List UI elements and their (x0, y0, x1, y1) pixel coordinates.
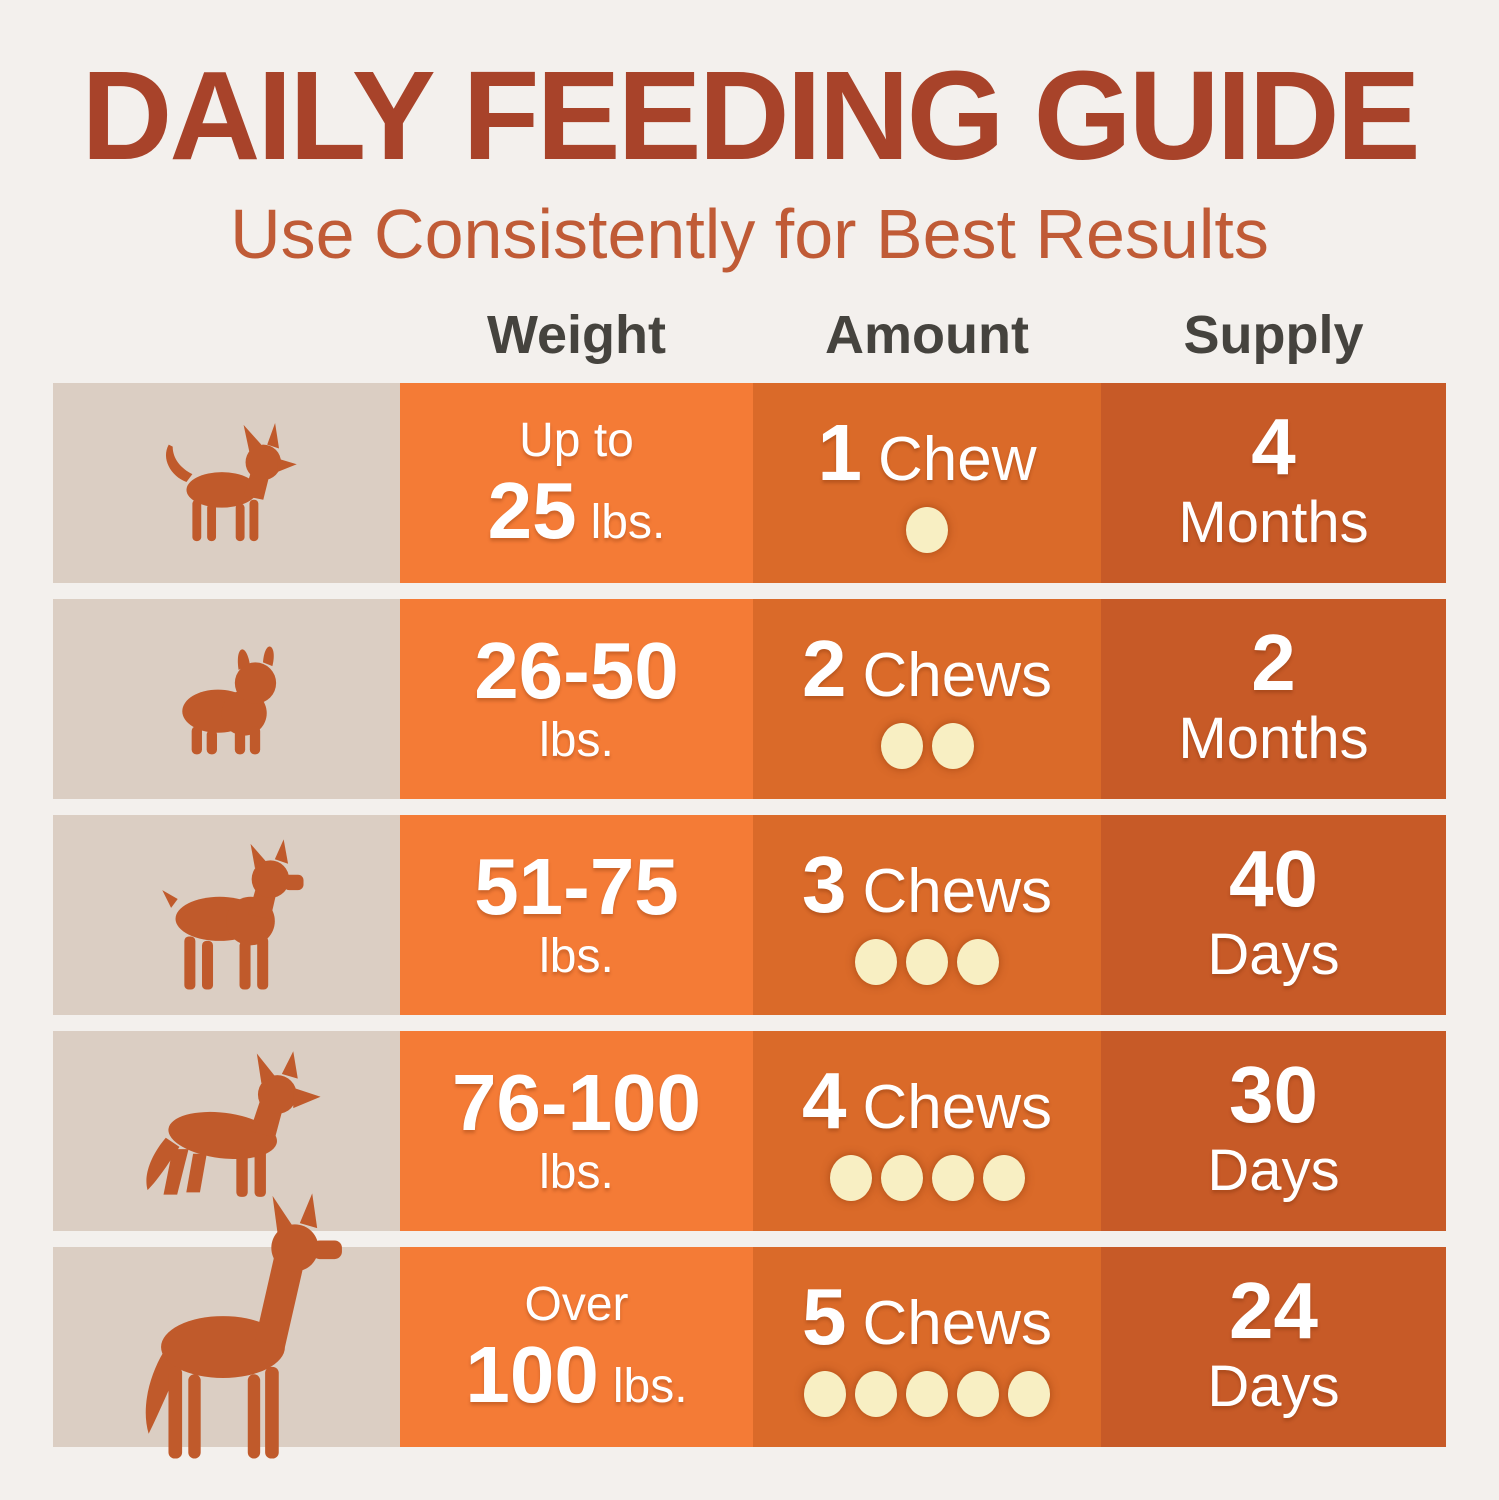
supply-value: 4 (1251, 401, 1296, 491)
table-row: 76-100 lbs. 4 Chews 30 Days (53, 1031, 1446, 1231)
boxer-icon (162, 839, 304, 990)
chew-dots (855, 939, 999, 985)
page-title: DAILY FEEDING GUIDE (81, 45, 1420, 186)
chew-dot (1008, 1371, 1050, 1417)
chihuahua-icon (165, 422, 297, 542)
chew-dot (855, 1371, 897, 1417)
supply-unit: Days (1207, 1137, 1340, 1203)
weight-cell: Up to 25 lbs. (400, 383, 753, 583)
weight-value: 51-75 (474, 842, 679, 932)
chew-count: 2 (801, 624, 847, 713)
supply-cell: 4 Months (1101, 383, 1446, 583)
table-row: Over 100 lbs. 5 Chews 24 Days (53, 1193, 1446, 1459)
feeding-table: Up to 25 lbs. 1 Chew 4 Months (53, 383, 1446, 1459)
table-header: Weight Amount Supply (53, 305, 1446, 365)
chew-dot (931, 723, 974, 769)
supply-value: 30 (1229, 1049, 1318, 1139)
chew-count: 3 (801, 840, 847, 929)
french-bulldog-icon (182, 646, 277, 755)
chew-unit: Chews (862, 857, 1052, 926)
chew-dot (957, 1371, 999, 1417)
table-row: 51-75 lbs. 3 Chews 40 Days (53, 815, 1446, 1015)
header-spacer (53, 305, 400, 365)
chew-dot (906, 507, 948, 553)
dog-cell (53, 1193, 400, 1459)
chew-dot (931, 1155, 974, 1201)
dog-cell (53, 383, 400, 583)
weight-cell: 76-100 lbs. (400, 1031, 753, 1231)
dog-cell (53, 815, 400, 1015)
weight-unit: lbs. (539, 1146, 614, 1200)
weight-prefix: Over (524, 1278, 629, 1332)
dog-cell (53, 1031, 400, 1231)
chew-dot (906, 939, 948, 985)
amount-cell: 5 Chews (753, 1247, 1101, 1447)
amount-cell: 3 Chews (753, 815, 1101, 1015)
weight-cell: Over 100 lbs. (400, 1247, 753, 1447)
supply-value: 2 (1251, 617, 1296, 707)
supply-unit: Months (1178, 705, 1369, 771)
supply-unit: Days (1207, 1353, 1340, 1419)
chew-dot (829, 1155, 872, 1201)
chew-dot (906, 1371, 948, 1417)
chew-dot (982, 1155, 1025, 1201)
column-header-amount: Amount (825, 305, 1029, 365)
dog-cell (53, 599, 400, 799)
column-header-weight: Weight (487, 305, 666, 365)
supply-value: 24 (1229, 1265, 1318, 1355)
chew-unit: Chew (877, 425, 1037, 494)
weight-unit: lbs. (539, 930, 614, 984)
weight-value: 25 (487, 465, 577, 555)
weight-unit: lbs. (612, 1359, 688, 1413)
column-header-supply: Supply (1183, 305, 1364, 365)
weight-value: 26-50 (474, 626, 679, 716)
amount-cell: 1 Chew (753, 383, 1101, 583)
supply-value: 40 (1229, 833, 1318, 923)
supply-unit: Months (1178, 489, 1369, 555)
supply-cell: 2 Months (1101, 599, 1446, 799)
chew-dot (957, 939, 999, 985)
german-shepherd-icon (146, 1050, 321, 1197)
chew-unit: Chews (862, 1289, 1052, 1358)
supply-cell: 40 Days (1101, 815, 1446, 1015)
chew-count: 5 (801, 1272, 847, 1361)
table-row: Up to 25 lbs. 1 Chew 4 Months (53, 383, 1446, 583)
chew-dot (880, 723, 923, 769)
weight-cell: 51-75 lbs. (400, 815, 753, 1015)
page-subtitle: Use Consistently for Best Results (230, 195, 1269, 273)
amount-cell: 4 Chews (753, 1031, 1101, 1231)
chew-dots (804, 1371, 1050, 1417)
chew-dots (880, 723, 974, 769)
chew-count: 4 (801, 1056, 847, 1145)
weight-unit: lbs. (590, 495, 666, 549)
chew-unit: Chews (862, 1073, 1052, 1142)
great-dane-icon (145, 1193, 342, 1459)
chew-unit: Chews (862, 641, 1052, 710)
weight-prefix: Up to (519, 414, 634, 468)
weight-cell: 26-50 lbs. (400, 599, 753, 799)
chew-dot (804, 1371, 846, 1417)
weight-value: 76-100 (451, 1058, 702, 1148)
weight-value: 100 (465, 1329, 599, 1419)
amount-cell: 2 Chews (753, 599, 1101, 799)
chew-dots (829, 1155, 1025, 1201)
table-row: 26-50 lbs. 2 Chews 2 Months (53, 599, 1446, 799)
chew-count: 1 (817, 408, 862, 497)
chew-dot (880, 1155, 923, 1201)
supply-unit: Days (1207, 921, 1340, 987)
supply-cell: 24 Days (1101, 1247, 1446, 1447)
chew-dots (906, 507, 948, 553)
chew-dot (855, 939, 897, 985)
supply-cell: 30 Days (1101, 1031, 1446, 1231)
weight-unit: lbs. (539, 714, 614, 768)
